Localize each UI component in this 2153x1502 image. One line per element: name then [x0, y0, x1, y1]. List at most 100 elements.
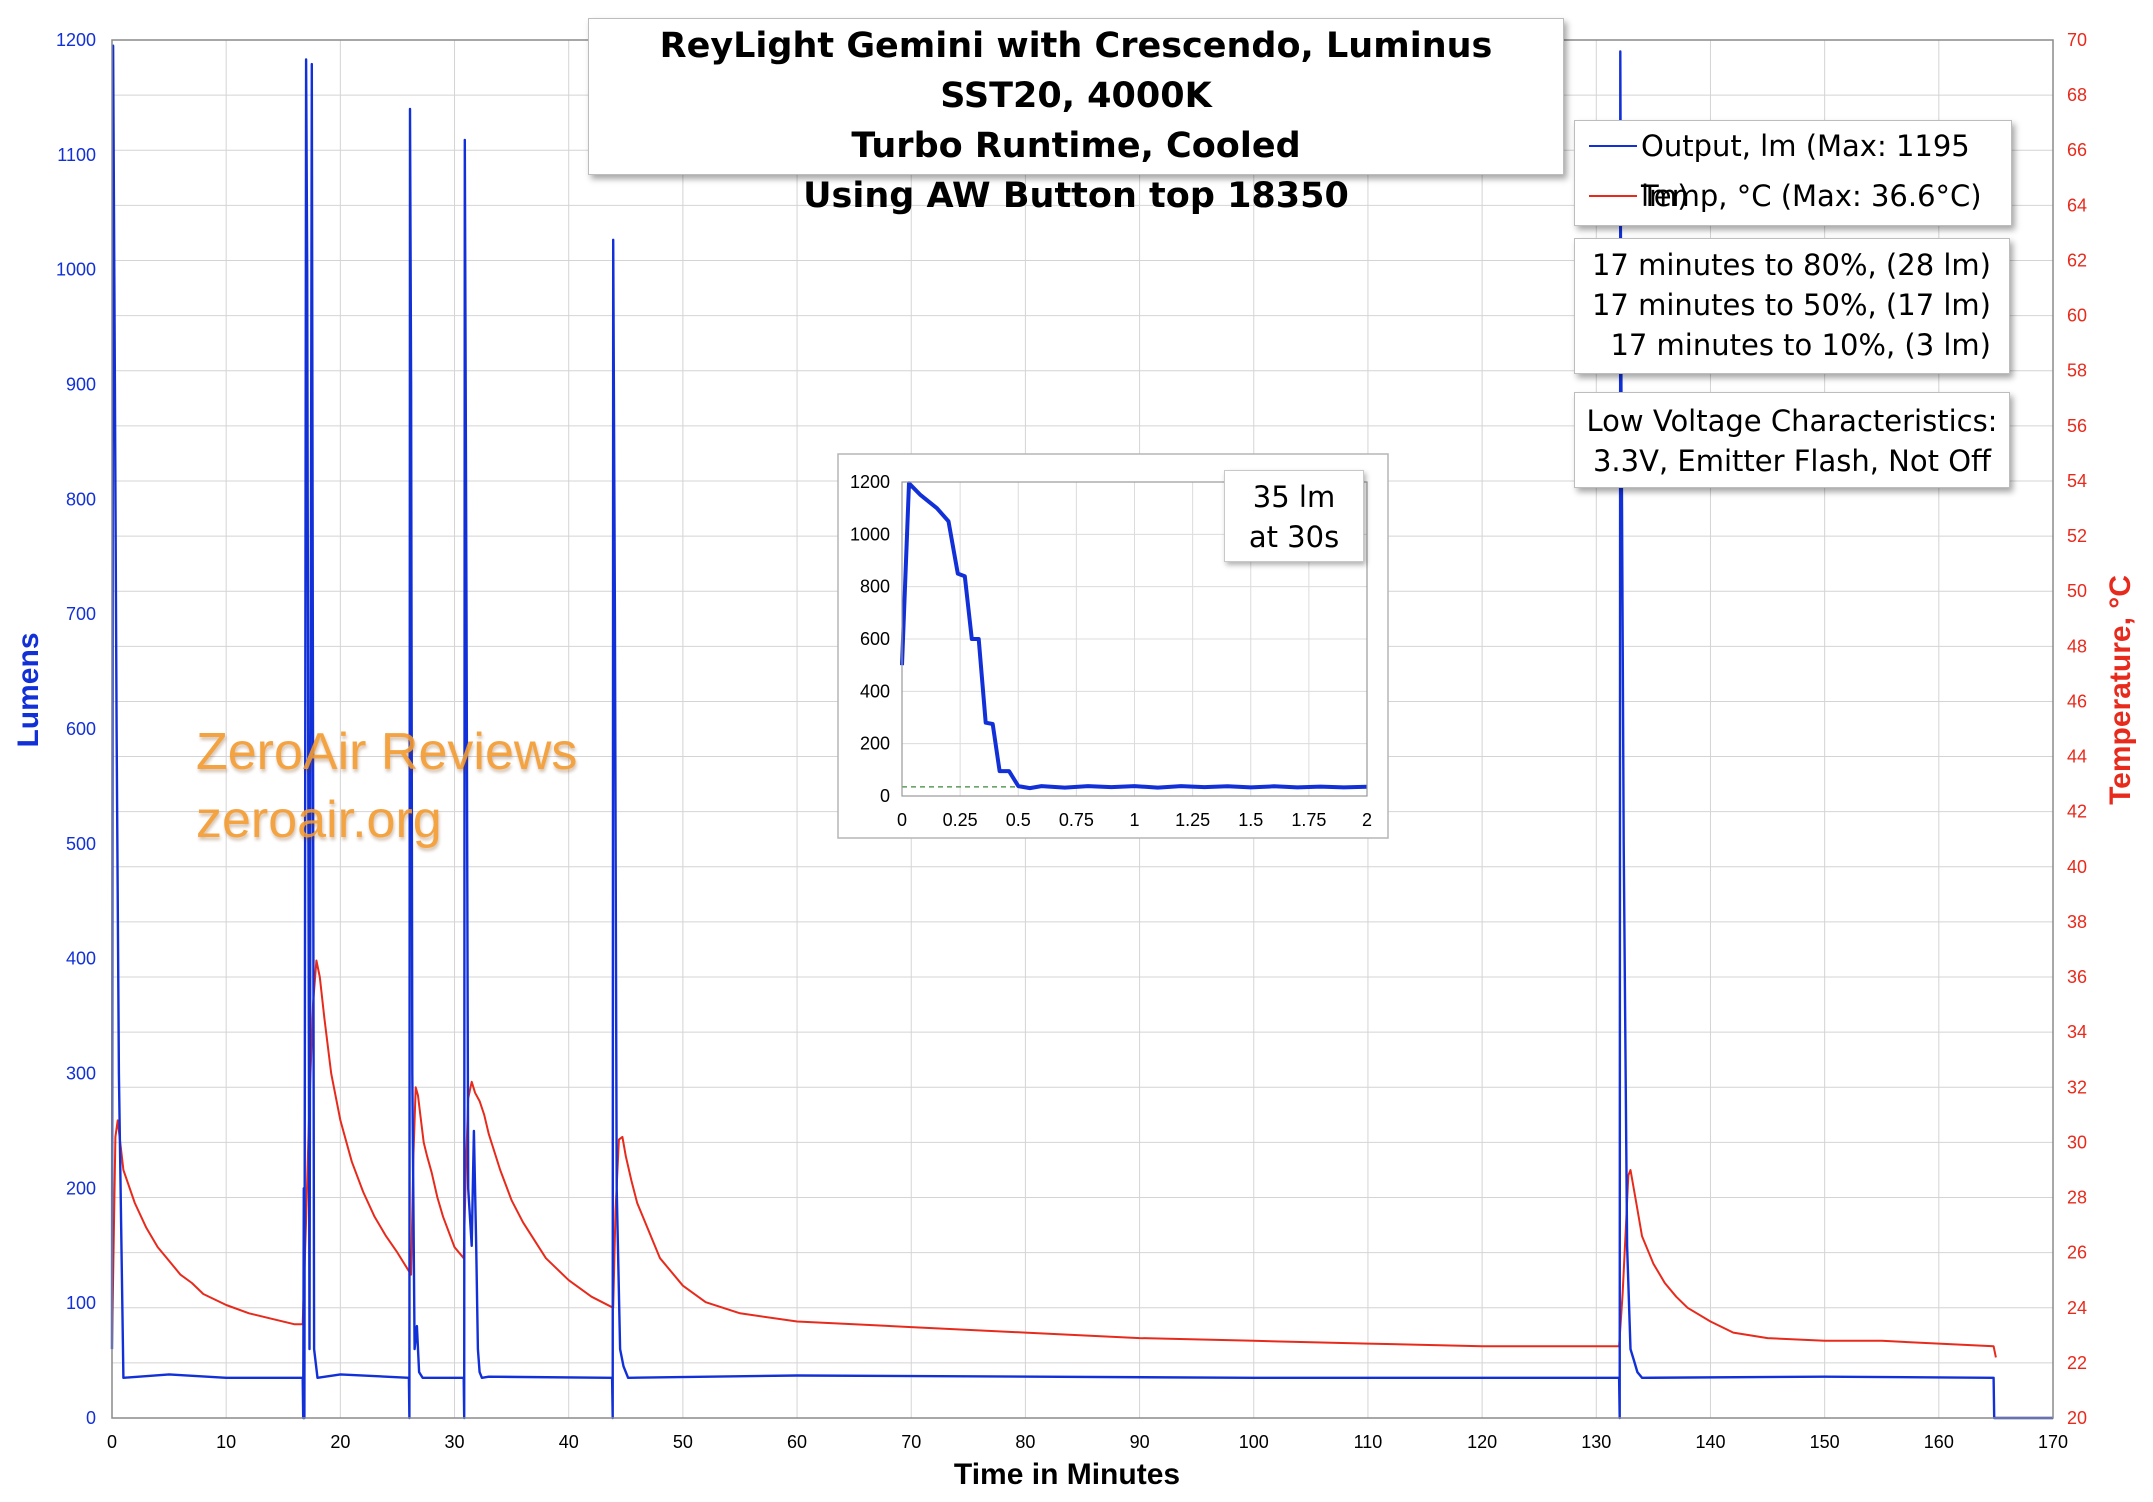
x-tick-label: 0 — [107, 1432, 117, 1452]
right-tick-label: 64 — [2067, 195, 2087, 215]
left-tick-label: 800 — [66, 489, 96, 509]
x-tick-label: 100 — [1239, 1432, 1269, 1452]
chart-title-line-1: ReyLight Gemini with Crescendo, Luminus … — [659, 26, 1493, 116]
inset-x-tick-label: 0.75 — [1059, 810, 1094, 830]
inset-x-tick-label: 0.5 — [1006, 810, 1031, 830]
watermark: ZeroAir Reviews zeroair.org — [196, 718, 577, 854]
x-tick-label: 10 — [216, 1432, 236, 1452]
left-tick-label: 1200 — [56, 30, 96, 50]
right-axis-ticks: 20 22 24 26 28 30 32 34 36 38 40 42 44 46 48 50 52 54 56 58… — [2067, 30, 2087, 1428]
right-tick-label: 40 — [2067, 857, 2087, 877]
x-tick-label: 120 — [1467, 1432, 1497, 1452]
left-tick-label: 600 — [66, 719, 96, 739]
left-axis-ticks: 0 100 200 300 400 500 600 700 800 900 1000 1100 1200 — [56, 30, 96, 1428]
legend: Output, lm (Max: 1195 lm) Temp, °C (Max:… — [1574, 120, 2012, 226]
inset-x-tick-label: 0.25 — [943, 810, 978, 830]
left-tick-label: 300 — [66, 1064, 96, 1084]
inset-note-line-2: at 30s — [1248, 520, 1340, 554]
x-tick-label: 90 — [1130, 1432, 1150, 1452]
low-voltage-box: Low Voltage Characteristics: 3.3V, Emitt… — [1574, 392, 2010, 488]
inset-x-tick-label: 1.25 — [1175, 810, 1210, 830]
low-voltage-heading: Low Voltage Characteristics: — [1586, 404, 1998, 438]
left-tick-label: 0 — [86, 1408, 96, 1428]
inset-y-ticks: 0 200 400 600 800 1000 1200 — [850, 472, 890, 806]
left-tick-label: 1000 — [56, 260, 96, 280]
chart-title-box: ReyLight Gemini with Crescendo, Luminus … — [588, 18, 1564, 216]
stat-line-50: 17 minutes to 50%, (17 lm) — [1591, 288, 1991, 322]
right-axis-title: Temperature, °C — [2104, 575, 2137, 805]
inset-y-tick-label: 200 — [860, 734, 890, 754]
x-tick-label: 130 — [1581, 1432, 1611, 1452]
x-tick-label: 70 — [901, 1432, 921, 1452]
inset-y-tick-label: 800 — [860, 577, 890, 597]
right-tick-label: 28 — [2067, 1188, 2087, 1208]
right-tick-label: 30 — [2067, 1132, 2087, 1152]
right-tick-label: 66 — [2067, 140, 2087, 160]
x-tick-label: 150 — [1810, 1432, 1840, 1452]
inset-y-tick-label: 1000 — [850, 524, 890, 544]
right-tick-label: 60 — [2067, 306, 2087, 326]
right-tick-label: 52 — [2067, 526, 2087, 546]
inset-y-tick-label: 400 — [860, 681, 890, 701]
legend-entry-temp: Temp, °C (Max: 36.6°C) — [1575, 171, 2011, 221]
right-tick-label: 56 — [2067, 416, 2087, 436]
right-tick-label: 50 — [2067, 581, 2087, 601]
inset-series-line — [900, 481, 1368, 791]
inset-x-tick-label: 1.75 — [1291, 810, 1326, 830]
left-tick-label: 1100 — [57, 145, 96, 165]
inset-plot-frame — [901, 481, 1368, 797]
x-tick-label: 30 — [445, 1432, 465, 1452]
left-tick-label: 700 — [66, 604, 96, 624]
x-tick-label: 170 — [2038, 1432, 2068, 1452]
watermark-line-2: zeroair.org — [196, 791, 442, 849]
low-voltage-detail: 3.3V, Emitter Flash, Not Off — [1592, 444, 1991, 478]
right-tick-label: 42 — [2067, 802, 2087, 822]
right-tick-label: 36 — [2067, 967, 2087, 987]
x-tick-label: 160 — [1924, 1432, 1954, 1452]
right-tick-label: 54 — [2067, 471, 2087, 491]
right-tick-label: 68 — [2067, 85, 2087, 105]
right-tick-label: 58 — [2067, 361, 2087, 381]
left-tick-label: 400 — [66, 949, 96, 969]
legend-entry-output: Output, lm (Max: 1195 lm) — [1575, 121, 2011, 213]
inset-y-tick-label: 600 — [860, 629, 890, 649]
left-axis-title: Lumens — [12, 632, 45, 747]
stat-line-80: 17 minutes to 80%, (28 lm) — [1591, 248, 1991, 282]
right-tick-label: 44 — [2067, 747, 2087, 767]
right-tick-label: 70 — [2067, 30, 2087, 50]
legend-label-temp: Temp, °C (Max: 36.6°C) — [1641, 179, 1982, 213]
inset-note: 35 lm at 30s — [1224, 470, 1364, 562]
inset-x-tick-label: 1 — [1129, 810, 1139, 830]
inset-y-tick-label: 1200 — [850, 472, 890, 492]
right-tick-label: 26 — [2067, 1243, 2087, 1263]
right-tick-label: 48 — [2067, 636, 2087, 656]
chart-title-line-2: Turbo Runtime, Cooled — [851, 126, 1301, 166]
x-tick-label: 60 — [787, 1432, 807, 1452]
legend-swatch-output — [1589, 145, 1637, 147]
right-tick-label: 24 — [2067, 1298, 2087, 1318]
legend-swatch-temp — [1589, 195, 1637, 197]
watermark-line-1: ZeroAir Reviews — [196, 723, 578, 781]
right-tick-label: 32 — [2067, 1077, 2087, 1097]
inset-x-ticks: 0 0.25 0.5 0.75 1 1.25 1.5 1.75 2 — [897, 810, 1372, 830]
x-tick-label: 20 — [330, 1432, 350, 1452]
left-tick-label: 900 — [66, 375, 96, 395]
legend-label-output: Output, lm (Max: 1195 lm) — [1641, 129, 1970, 213]
x-tick-label: 50 — [673, 1432, 693, 1452]
stat-line-10: 17 minutes to 10%, (3 lm) — [1610, 328, 1991, 362]
left-tick-label: 200 — [66, 1178, 96, 1198]
right-tick-label: 62 — [2067, 250, 2087, 270]
inset-x-tick-label: 0 — [897, 810, 907, 830]
x-tick-label: 140 — [1695, 1432, 1725, 1452]
x-tick-label: 80 — [1015, 1432, 1035, 1452]
runtime-stats-box: 17 minutes to 80%, (28 lm) 17 minutes to… — [1574, 238, 2010, 374]
inset-x-tick-label: 1.5 — [1238, 810, 1263, 830]
right-tick-label: 20 — [2067, 1408, 2087, 1428]
left-tick-label: 500 — [66, 834, 96, 854]
inset-output-line — [900, 481, 1368, 791]
inset-y-tick-label: 0 — [880, 786, 890, 806]
inset-x-tick-label: 2 — [1362, 810, 1372, 830]
x-tick-label: 40 — [559, 1432, 579, 1452]
right-tick-label: 46 — [2067, 691, 2087, 711]
x-axis-ticks: 0 10 20 30 40 50 60 70 80 90 100 110 120 130 140 150 160… — [107, 1432, 2068, 1452]
